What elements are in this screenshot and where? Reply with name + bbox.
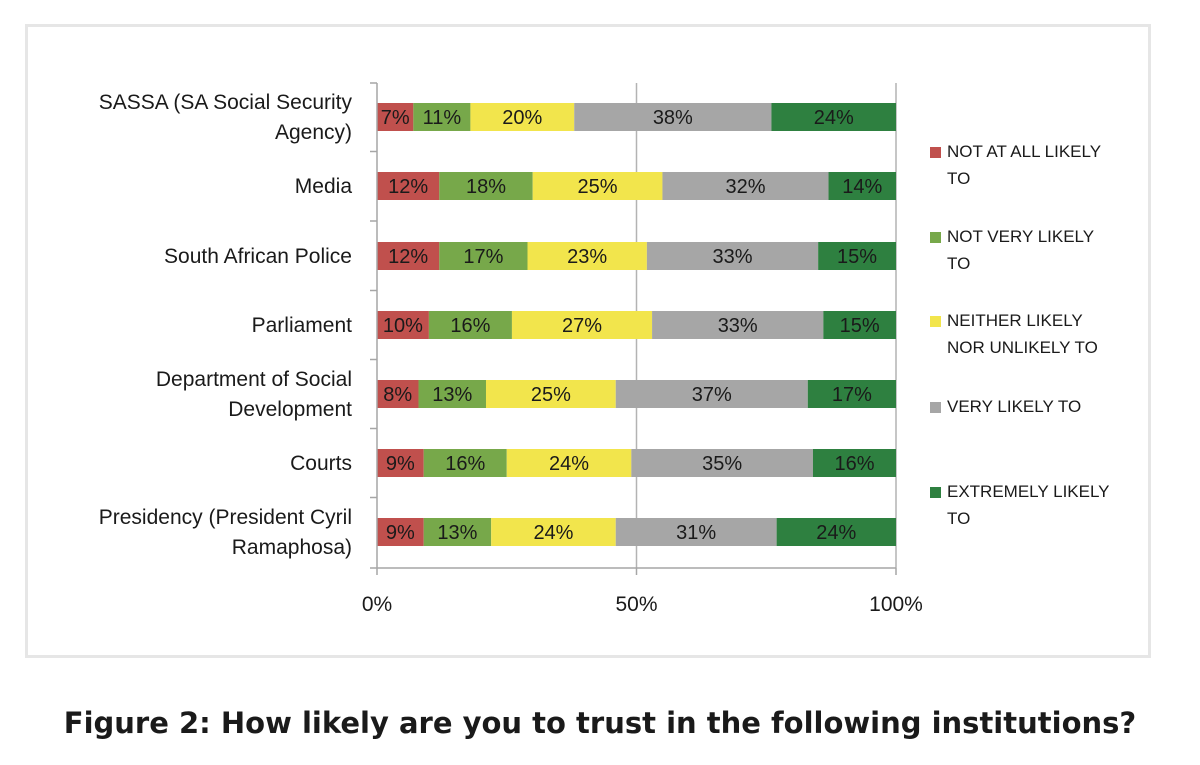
data-label: 16%	[445, 453, 485, 475]
bar-segment	[377, 449, 424, 477]
bar-segment	[776, 518, 896, 546]
bar-segment	[377, 311, 429, 339]
legend-label: NEITHER LIKELY NOR UNLIKELY TO	[947, 311, 1098, 357]
bar-segment	[511, 311, 653, 339]
category-label: Courts	[290, 452, 352, 475]
bar-segment	[413, 103, 471, 131]
data-label: 23%	[567, 246, 607, 268]
data-label: 7%	[381, 107, 410, 129]
bar-segment	[631, 449, 813, 477]
data-label: 17%	[463, 246, 503, 268]
data-label: 24%	[533, 522, 573, 544]
data-label: 8%	[383, 384, 412, 406]
data-label: 12%	[388, 176, 428, 198]
data-label: 20%	[502, 107, 542, 129]
legend-label: EXTREMELY LIKELY TO	[947, 482, 1110, 528]
bar-segment	[377, 242, 440, 270]
bar-segment	[823, 311, 896, 339]
x-tick-label: 0%	[362, 593, 392, 616]
bar-segment	[485, 380, 616, 408]
data-label: 32%	[725, 176, 765, 198]
data-label: 33%	[712, 246, 752, 268]
bar-segment	[527, 242, 647, 270]
bar-segment	[423, 449, 507, 477]
data-label: 10%	[383, 315, 423, 337]
category-label: SASSA (SA Social Security Agency)	[99, 91, 353, 144]
category-label: Media	[295, 175, 353, 198]
data-label: 25%	[578, 176, 618, 198]
bar-segment	[439, 172, 533, 200]
bar-segment	[662, 172, 829, 200]
data-label: 24%	[814, 107, 854, 129]
data-label: 31%	[676, 522, 716, 544]
bar-segment	[418, 380, 486, 408]
legend-swatch	[930, 316, 941, 327]
data-label: 16%	[450, 315, 490, 337]
data-label: 25%	[531, 384, 571, 406]
bar-segment	[377, 518, 424, 546]
category-label: Parliament	[252, 314, 353, 337]
stacked-bar-chart: 7% 11% 20% 38% 24% 12% 18% 25% 32% 14% 12% 17% 23% 33…	[99, 82, 1110, 616]
data-label: 38%	[653, 107, 693, 129]
bar-segment	[652, 311, 824, 339]
legend-swatch	[930, 232, 941, 243]
bar-segment	[807, 380, 896, 408]
figure-caption: Figure 2: How likely are you to trust in…	[63, 706, 1137, 740]
data-label: 15%	[837, 246, 877, 268]
data-label: 27%	[562, 315, 602, 337]
bar-segment	[646, 242, 819, 270]
bar-segment	[506, 449, 632, 477]
data-label: 37%	[692, 384, 732, 406]
bar-segment	[377, 380, 419, 408]
bar-segment	[377, 172, 440, 200]
data-label: 9%	[386, 522, 415, 544]
data-label: 16%	[834, 453, 874, 475]
legend-swatch	[930, 487, 941, 498]
x-tick-label: 100%	[869, 593, 923, 616]
data-label: 9%	[386, 453, 415, 475]
bar-segment	[828, 172, 896, 200]
bar-segment	[771, 103, 896, 131]
category-label: Presidency (President Cyril Ramaphosa)	[99, 506, 352, 559]
bar-segment	[423, 518, 492, 546]
data-label: 33%	[718, 315, 758, 337]
bar-segment	[428, 311, 512, 339]
bar-segment	[818, 242, 896, 270]
bar-segment	[615, 518, 777, 546]
data-label: 13%	[437, 522, 477, 544]
bar-segment	[574, 103, 772, 131]
category-label: Department of Social Development	[156, 368, 352, 421]
data-label: 14%	[842, 176, 882, 198]
data-label: 12%	[388, 246, 428, 268]
bar-segment	[615, 380, 808, 408]
bar-segment	[439, 242, 528, 270]
bar-segment	[470, 103, 575, 131]
data-label: 15%	[840, 315, 880, 337]
bar-segment	[491, 518, 616, 546]
data-label: 11%	[423, 107, 462, 129]
data-label: 24%	[816, 522, 856, 544]
data-label: 17%	[832, 384, 872, 406]
data-label: 35%	[702, 453, 742, 475]
bar-segment	[377, 103, 414, 131]
bar-segment	[812, 449, 896, 477]
bar-segment	[532, 172, 663, 200]
legend-swatch	[930, 402, 941, 413]
data-label: 13%	[432, 384, 472, 406]
legend-swatch	[930, 147, 941, 158]
legend-label: NOT AT ALL LIKELY TO	[947, 142, 1101, 188]
category-label: South African Police	[164, 245, 352, 268]
legend-label: NOT VERY LIKELY TO	[947, 227, 1094, 273]
data-label: 18%	[466, 176, 506, 198]
x-tick-label: 50%	[615, 593, 657, 616]
data-label: 24%	[549, 453, 589, 475]
legend-label: VERY LIKELY TO	[947, 397, 1081, 416]
